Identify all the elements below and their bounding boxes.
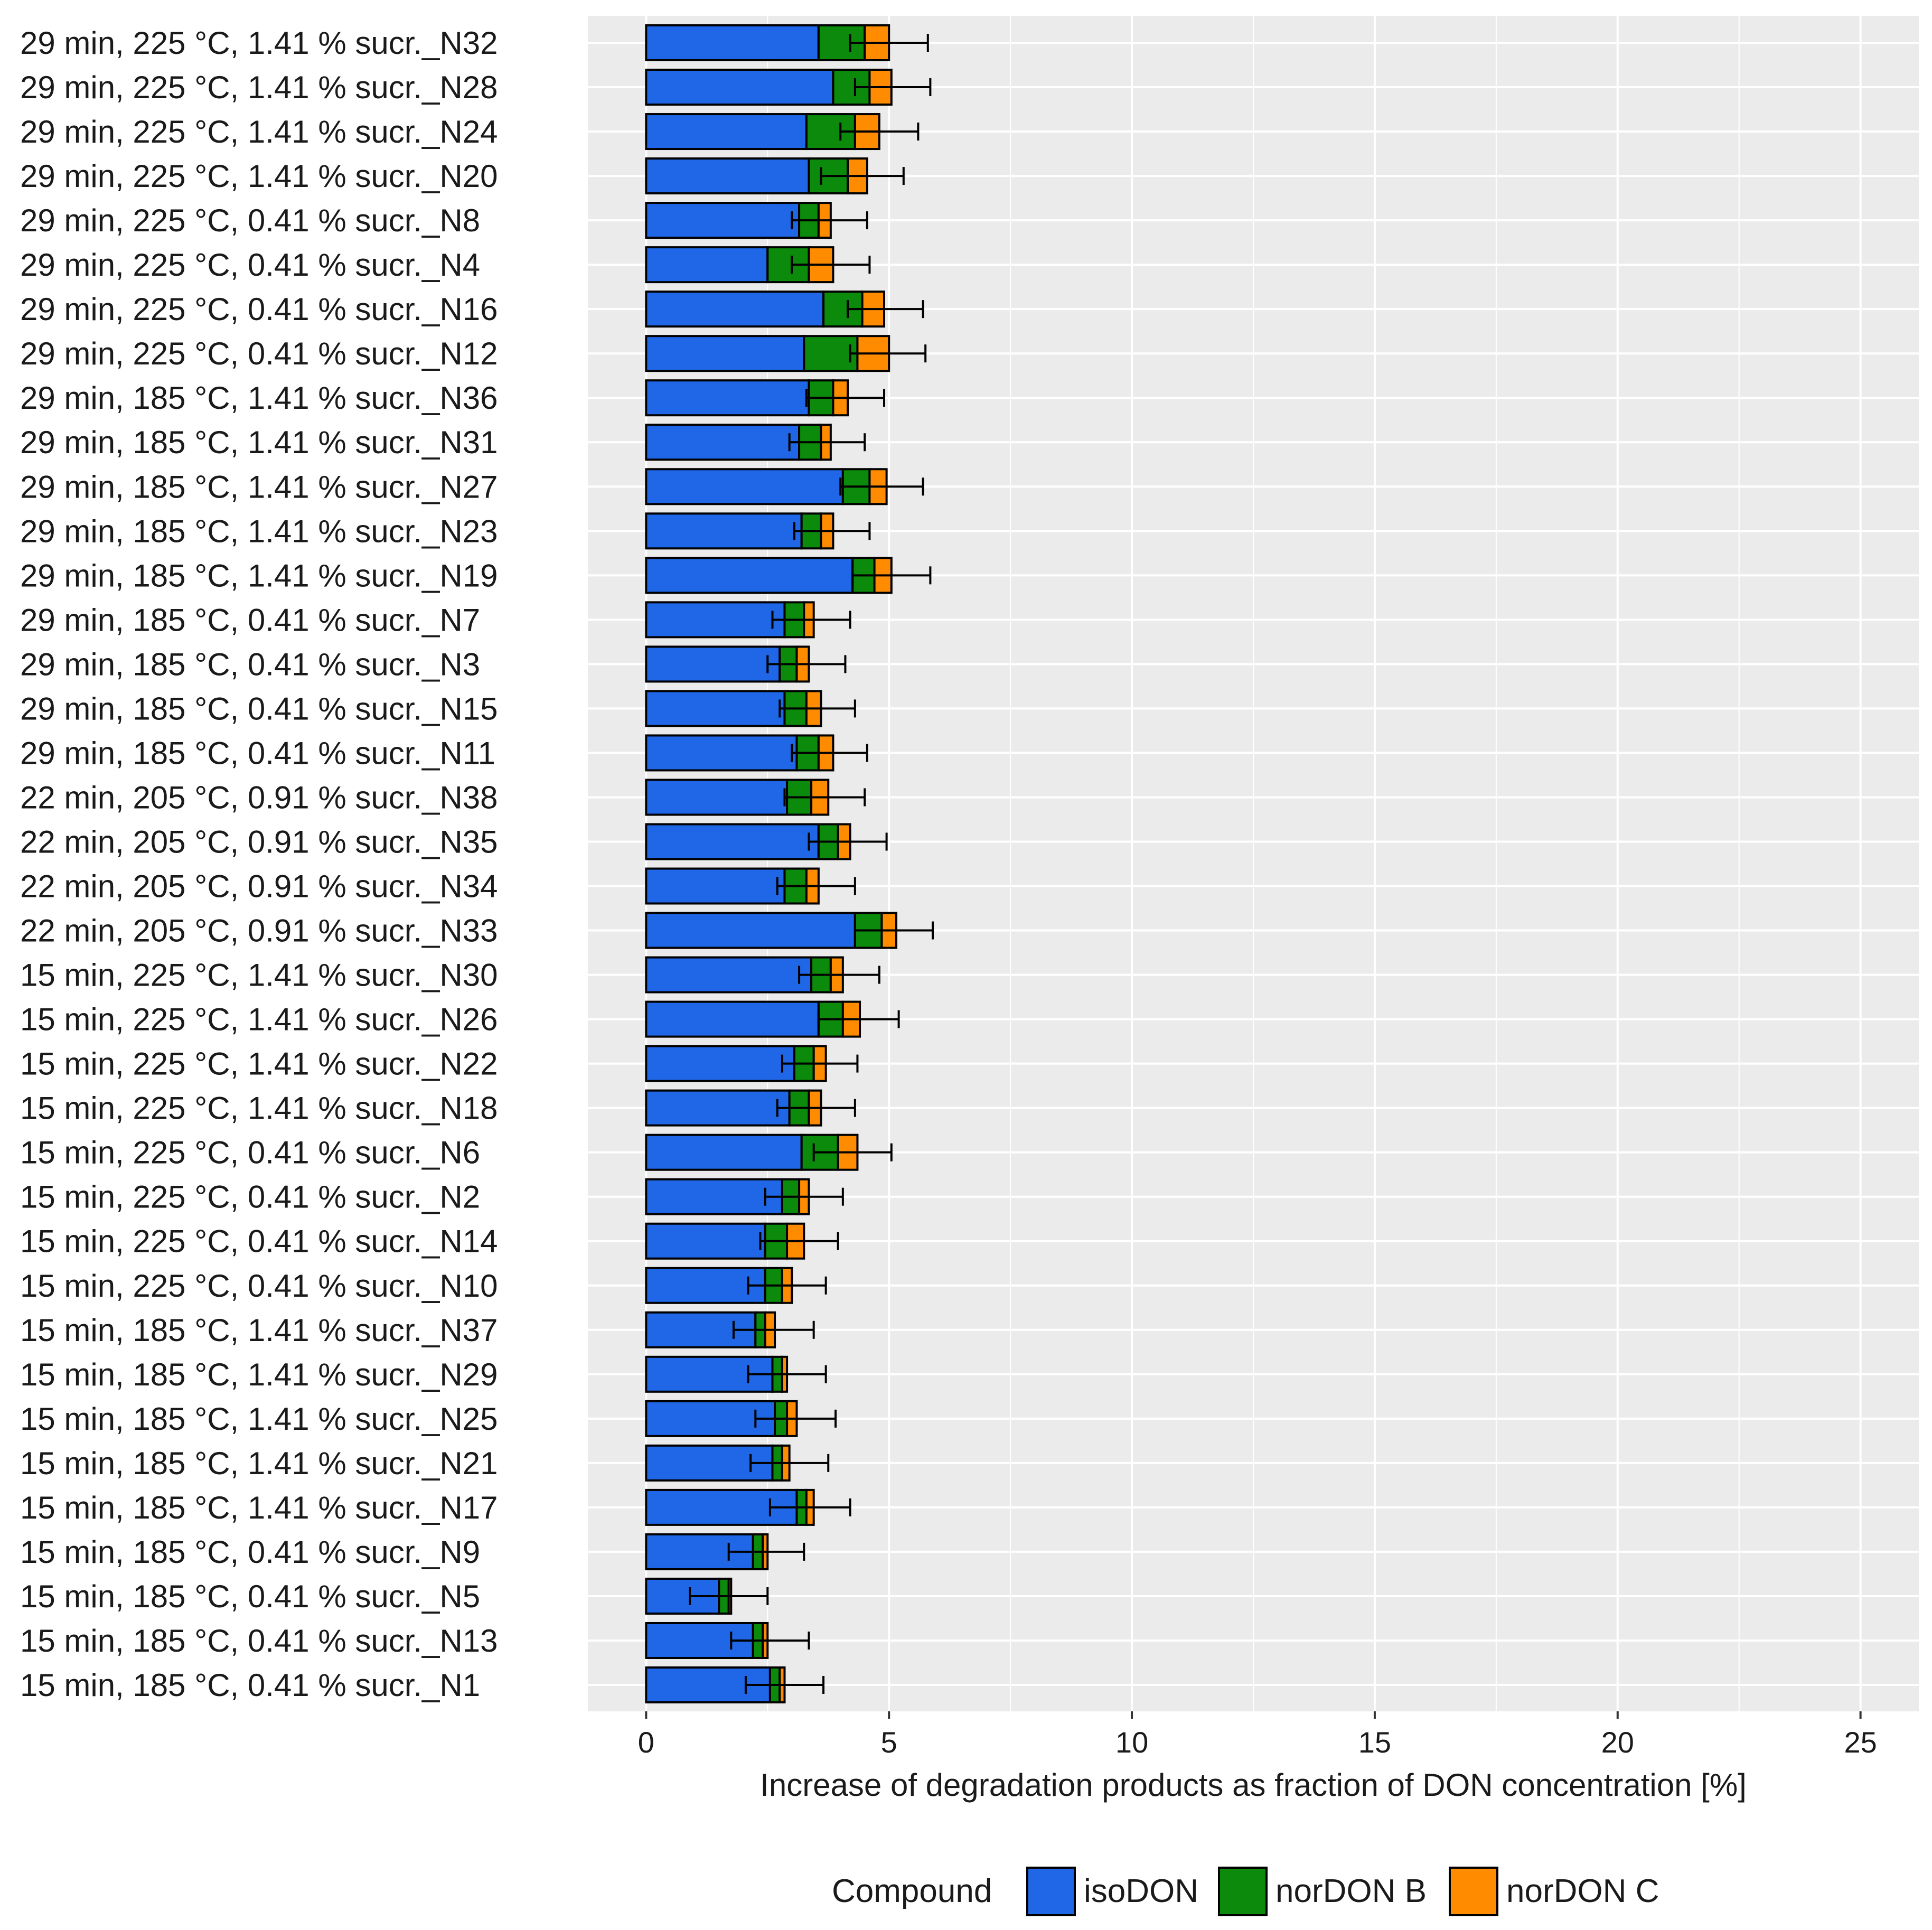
category-label: 29 min, 225 °C, 1.41 % sucr._N24 xyxy=(20,114,498,149)
x-tick-label: 15 xyxy=(1358,1726,1391,1759)
bar-segment-isodon xyxy=(645,24,820,61)
bar-segment-isodon xyxy=(645,335,805,372)
category-label: 29 min, 185 °C, 1.41 % sucr._N19 xyxy=(20,558,498,593)
bar-segment-isodon xyxy=(645,202,801,239)
bar-segment-isodon xyxy=(645,645,781,683)
category-label: 29 min, 225 °C, 0.41 % sucr._N12 xyxy=(20,336,498,371)
category-label: 29 min, 225 °C, 0.41 % sucr._N8 xyxy=(20,203,480,238)
category-labels: 29 min, 225 °C, 1.41 % sucr._N32 29 min, … xyxy=(20,25,498,1703)
x-tick-label: 20 xyxy=(1601,1726,1634,1759)
bar-segment-isodon xyxy=(645,779,789,816)
category-label: 15 min, 185 °C, 1.41 % sucr._N37 xyxy=(20,1313,498,1348)
bar-segment-isodon xyxy=(645,424,801,461)
bar-segment-isodon xyxy=(645,69,834,106)
category-label: 29 min, 185 °C, 0.41 % sucr._N7 xyxy=(20,602,480,638)
bar-segment-isodon xyxy=(645,956,813,994)
error-bars xyxy=(689,34,934,1694)
bar-segment-isodon xyxy=(645,823,820,860)
legend-swatch-nordon-b xyxy=(1218,1867,1268,1916)
category-label: 15 min, 225 °C, 0.41 % sucr._N2 xyxy=(20,1179,480,1215)
legend-label-isodon: isoDON xyxy=(1084,1873,1198,1909)
bar-segment-isodon xyxy=(645,1178,783,1215)
legend: Compound isoDON norDON B norDON C xyxy=(832,1867,1659,1916)
category-label: 15 min, 185 °C, 1.41 % sucr._N21 xyxy=(20,1446,498,1481)
category-label: 29 min, 185 °C, 1.41 % sucr._N36 xyxy=(20,380,498,416)
category-label: 15 min, 185 °C, 0.41 % sucr._N13 xyxy=(20,1623,498,1659)
bar-segment-isodon xyxy=(645,1089,791,1127)
bar-segment-isodon xyxy=(645,379,810,417)
category-label: 29 min, 225 °C, 0.41 % sucr._N4 xyxy=(20,247,480,283)
category-label: 22 min, 205 °C, 0.91 % sucr._N34 xyxy=(20,869,498,904)
category-label: 29 min, 185 °C, 0.41 % sucr._N3 xyxy=(20,647,480,682)
category-label: 15 min, 225 °C, 1.41 % sucr._N26 xyxy=(20,1002,498,1037)
bar-segment-isodon xyxy=(645,867,786,905)
category-label: 15 min, 225 °C, 1.41 % sucr._N22 xyxy=(20,1046,498,1082)
category-label: 29 min, 185 °C, 0.41 % sucr._N11 xyxy=(20,735,495,771)
bar-segment-isodon xyxy=(645,1133,803,1171)
bar-segment-isodon xyxy=(645,690,786,727)
category-label: 29 min, 225 °C, 0.41 % sucr._N16 xyxy=(20,292,498,327)
legend-label-nordon-c: norDON C xyxy=(1506,1873,1659,1909)
bar-segment-isodon xyxy=(645,291,825,328)
category-label: 29 min, 185 °C, 0.41 % sucr._N15 xyxy=(20,691,498,726)
category-label: 29 min, 185 °C, 1.41 % sucr._N27 xyxy=(20,469,498,504)
legend-swatch-isodon xyxy=(1026,1867,1076,1916)
bar-segment-isodon xyxy=(645,157,810,195)
x-axis-title: Increase of degradation products as frac… xyxy=(760,1767,1747,1803)
bar-segment-isodon xyxy=(645,912,856,949)
bar-segment-isodon xyxy=(645,1267,766,1304)
bar-segment-isodon xyxy=(645,246,769,284)
category-label: 15 min, 185 °C, 0.41 % sucr._N5 xyxy=(20,1579,480,1614)
bar-segment-isodon xyxy=(645,512,803,550)
bar-segment-isodon xyxy=(645,1000,820,1038)
category-label: 15 min, 225 °C, 0.41 % sucr._N6 xyxy=(20,1135,480,1170)
bar-segment-isodon xyxy=(645,113,808,151)
category-label: 29 min, 225 °C, 1.41 % sucr._N32 xyxy=(20,25,498,61)
bar-segment-isodon xyxy=(645,557,854,594)
x-tick-label: 25 xyxy=(1844,1726,1877,1759)
x-tick-label: 0 xyxy=(638,1726,654,1759)
category-label: 29 min, 185 °C, 1.41 % sucr._N31 xyxy=(20,425,498,460)
x-tick-label: 5 xyxy=(881,1726,897,1759)
bar-segment-isodon xyxy=(645,1533,754,1570)
x-axis-ticks: 0 5 10 15 20 25 xyxy=(638,1711,1877,1759)
category-label: 22 min, 205 °C, 0.91 % sucr._N35 xyxy=(20,824,498,859)
category-label: 15 min, 225 °C, 1.41 % sucr._N18 xyxy=(20,1091,498,1126)
legend-label-nordon-b: norDON B xyxy=(1276,1873,1427,1909)
legend-swatch-nordon-c xyxy=(1449,1867,1498,1916)
category-label: 15 min, 185 °C, 0.41 % sucr._N9 xyxy=(20,1534,480,1570)
category-label: 29 min, 225 °C, 1.41 % sucr._N20 xyxy=(20,158,498,194)
bar-segment-isodon xyxy=(645,1045,795,1082)
category-label: 15 min, 225 °C, 0.41 % sucr._N14 xyxy=(20,1224,498,1259)
category-label: 22 min, 205 °C, 0.91 % sucr._N33 xyxy=(20,913,498,949)
category-label: 15 min, 225 °C, 1.41 % sucr._N30 xyxy=(20,958,498,993)
category-label: 15 min, 185 °C, 1.41 % sucr._N29 xyxy=(20,1357,498,1392)
category-label: 15 min, 185 °C, 1.41 % sucr._N17 xyxy=(20,1490,498,1525)
category-label: 15 min, 185 °C, 0.41 % sucr._N1 xyxy=(20,1667,480,1703)
bar-segment-isodon xyxy=(645,1222,766,1260)
category-label: 29 min, 225 °C, 1.41 % sucr._N28 xyxy=(20,70,498,105)
category-label: 22 min, 205 °C, 0.91 % sucr._N38 xyxy=(20,780,498,815)
category-label: 29 min, 185 °C, 1.41 % sucr._N23 xyxy=(20,513,498,549)
bar-segment-isodon xyxy=(645,468,844,505)
bar-segment-isodon xyxy=(645,734,798,772)
x-tick-label: 10 xyxy=(1115,1726,1148,1759)
legend-title: Compound xyxy=(832,1873,992,1909)
category-label: 15 min, 225 °C, 0.41 % sucr._N10 xyxy=(20,1268,498,1304)
bar-segment-isodon xyxy=(645,601,786,639)
category-label: 15 min, 185 °C, 1.41 % sucr._N25 xyxy=(20,1401,498,1437)
